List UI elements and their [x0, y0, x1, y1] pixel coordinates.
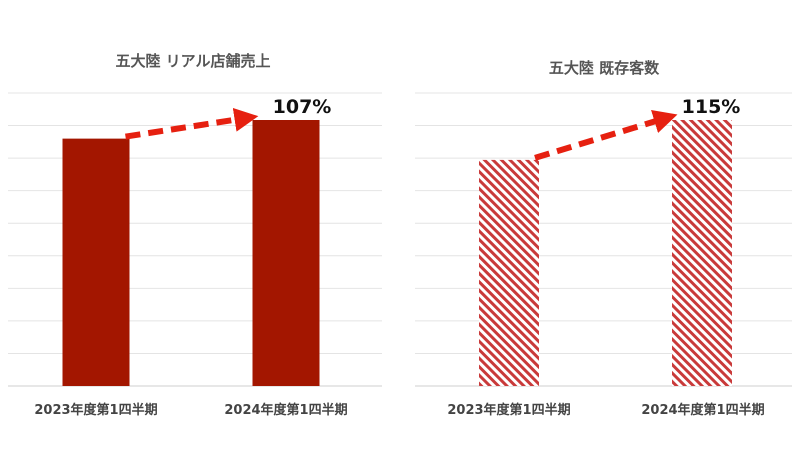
chart-title: 五大陸 リアル店舗売上 [115, 52, 270, 70]
growth-arrow [534, 110, 678, 161]
category-label: 2024年度第1四半期 [641, 402, 764, 418]
bar [62, 138, 130, 386]
bar [672, 120, 732, 386]
bar [252, 120, 320, 386]
arrow-line [534, 110, 678, 161]
category-label: 2024年度第1四半期 [224, 402, 347, 418]
growth-label: 115% [682, 96, 741, 118]
arrow-line [125, 107, 259, 140]
sales-chart: 五大陸 リアル店舗売上 107% 2023年度第1四半期 2024年度第1四半期 [8, 52, 382, 418]
growth-arrow [125, 107, 259, 140]
category-label: 2023年度第1四半期 [447, 402, 570, 418]
category-label: 2023年度第1四半期 [34, 402, 157, 418]
growth-label: 107% [273, 96, 332, 118]
bars [479, 120, 732, 386]
chart-title: 五大陸 既存客数 [549, 59, 660, 77]
bar [479, 159, 539, 386]
customer-chart: 五大陸 既存客数 115% 2023年度第1四半期 2024年度第1四半期 [415, 59, 792, 418]
bars [62, 120, 320, 386]
